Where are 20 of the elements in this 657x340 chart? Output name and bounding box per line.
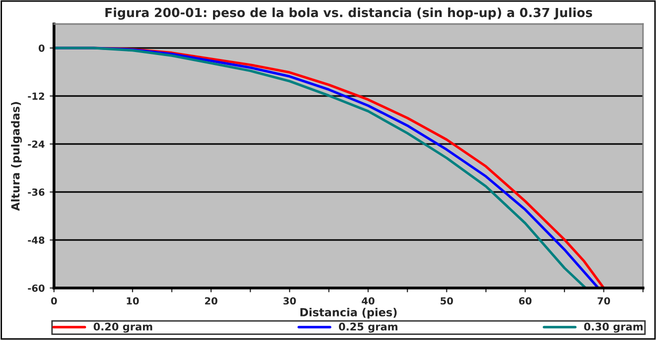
y-tick-label: -60 xyxy=(28,284,45,292)
y-tick-label: -24 xyxy=(28,140,45,148)
x-tick-label: 40 xyxy=(362,297,374,305)
x-axis-title: Distancia (pies) xyxy=(300,308,397,319)
x-tick-label: 60 xyxy=(519,297,532,305)
y-tick-label: 0 xyxy=(38,44,45,52)
x-tick-label: 20 xyxy=(205,297,218,305)
x-tick-label: 10 xyxy=(126,297,139,305)
y-tick-label: -12 xyxy=(28,92,44,100)
x-tick-label: 70 xyxy=(598,297,610,305)
y-axis-title: Altura (pulgadas) xyxy=(11,102,22,211)
legend-label: 0.25 gram xyxy=(338,322,398,333)
legend-label: 0.30 gram xyxy=(584,322,643,333)
y-tick-label: -36 xyxy=(28,188,44,196)
y-tick-label: -48 xyxy=(28,236,44,244)
x-tick-label: 50 xyxy=(440,297,453,305)
legend-label: 0.20 gram xyxy=(94,322,152,333)
x-tick-label: 30 xyxy=(283,297,296,305)
chart-title: Figura 200-01: peso de la bola vs. distancia (sin hop-up) a 0.37 Julios xyxy=(105,8,592,20)
x-tick-label: 0 xyxy=(51,297,57,305)
